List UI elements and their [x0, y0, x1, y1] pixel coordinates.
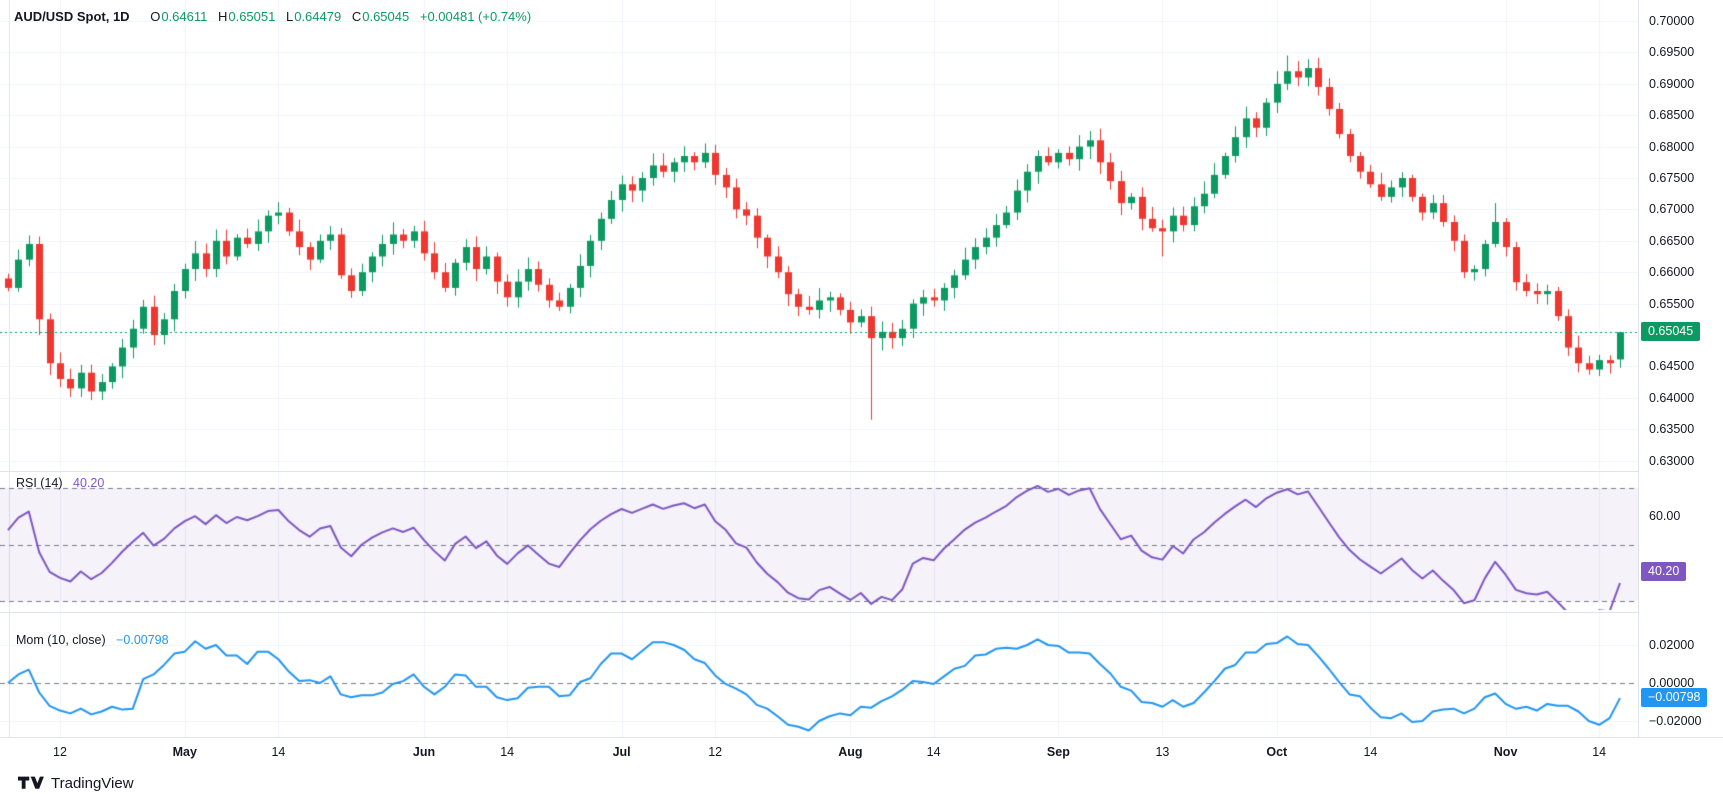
mom-value: −0.00798: [116, 633, 169, 647]
time-axis-month-label: Aug: [838, 745, 863, 759]
price-axis-label: 0.69000: [1649, 76, 1695, 91]
time-axis-day-label: 14: [1363, 745, 1378, 759]
time-axis-day-label: 12: [53, 745, 67, 759]
time-axis[interactable]: 12 May 14 Jun 14 Jul 12 Aug 14 Sep 13 Oct 14 Nov 14: [0, 737, 1723, 769]
time-axis-day-label: 13: [1155, 745, 1170, 759]
mom-axis-label: 0.00000: [1649, 676, 1695, 690]
mom-legend: Mom (10, close) −0.00798: [16, 633, 169, 647]
time-axis-day-label: 14: [1592, 745, 1607, 759]
open-value: 0.64611: [161, 9, 208, 24]
low-value: 0.64479: [294, 9, 342, 24]
pane-separator-mom[interactable]: [0, 612, 1723, 613]
price-axis-label: 0.70000: [1649, 14, 1695, 28]
price-axis-label: 0.66000: [1649, 265, 1695, 280]
mom-value-badge: −0.00798: [1641, 688, 1708, 708]
time-axis-month-label: May: [172, 745, 197, 759]
price-axis[interactable]: 0.65045 40.20 −0.00798 0.70000 0.69500 0.6…: [1638, 0, 1723, 737]
price-axis-label: 0.64500: [1649, 359, 1695, 374]
rsi-value-badge: 40.20: [1641, 562, 1687, 582]
time-axis-day-label: 14: [271, 745, 286, 759]
rsi-value: 40.20: [73, 476, 105, 490]
close-label: C: [351, 9, 362, 24]
price-axis-label: 0.64000: [1649, 390, 1695, 405]
time-axis-day-label: 12: [708, 745, 723, 759]
rsi-axis-label: 60.00: [1649, 509, 1681, 524]
time-axis-month-label: Oct: [1266, 745, 1288, 759]
time-axis-month-label: Nov: [1493, 745, 1518, 759]
time-axis-day-label: 14: [500, 745, 515, 759]
symbol-title: AUD/USD Spot, 1D: [14, 9, 130, 24]
open-label: O: [150, 9, 161, 24]
last-price-badge: 0.65045: [1641, 322, 1701, 342]
close-value: 0.65045: [362, 9, 410, 24]
pane-separator-rsi[interactable]: [0, 471, 1723, 472]
time-axis-month-label: Sep: [1046, 745, 1070, 759]
price-axis-label: 0.67500: [1649, 171, 1695, 185]
price-axis-label: 0.63000: [1649, 453, 1695, 468]
mom-title: Mom (10, close): [16, 633, 106, 647]
tradingview-logo-text: TradingView: [51, 775, 134, 792]
tradingview-logo-link[interactable]: TradingView: [18, 775, 134, 792]
high-label: H: [217, 9, 228, 24]
price-axis-label: 0.68000: [1649, 139, 1695, 154]
time-axis-month-label: Jul: [612, 745, 631, 759]
footer-bar: TradingView: [0, 768, 1723, 803]
time-axis-month-label: Jun: [412, 745, 436, 759]
mom-axis-label: 0.02000: [1649, 638, 1695, 652]
high-value: 0.65051: [228, 9, 276, 24]
tradingview-logo-icon: [18, 775, 44, 792]
price-axis-label: 0.66500: [1649, 233, 1695, 248]
price-axis-label: 0.68500: [1649, 108, 1695, 123]
rsi-title: RSI (14): [16, 476, 63, 490]
mom-axis-label: −0.02000: [1649, 714, 1702, 728]
symbol-legend: AUD/USD Spot, 1D O0.64611 H0.65051 L0.64…: [14, 9, 531, 24]
change-value: +0.00481 (+0.74%): [419, 9, 532, 24]
chart-canvas[interactable]: [0, 0, 1638, 737]
price-axis-label: 0.67000: [1649, 202, 1695, 217]
rsi-legend: RSI (14) 40.20: [16, 476, 104, 490]
price-axis-label: 0.69500: [1649, 45, 1695, 60]
time-axis-day-label: 14: [926, 745, 941, 759]
price-axis-label: 0.63500: [1649, 422, 1695, 437]
price-axis-label: 0.65500: [1649, 296, 1695, 311]
low-label: L: [285, 9, 294, 24]
